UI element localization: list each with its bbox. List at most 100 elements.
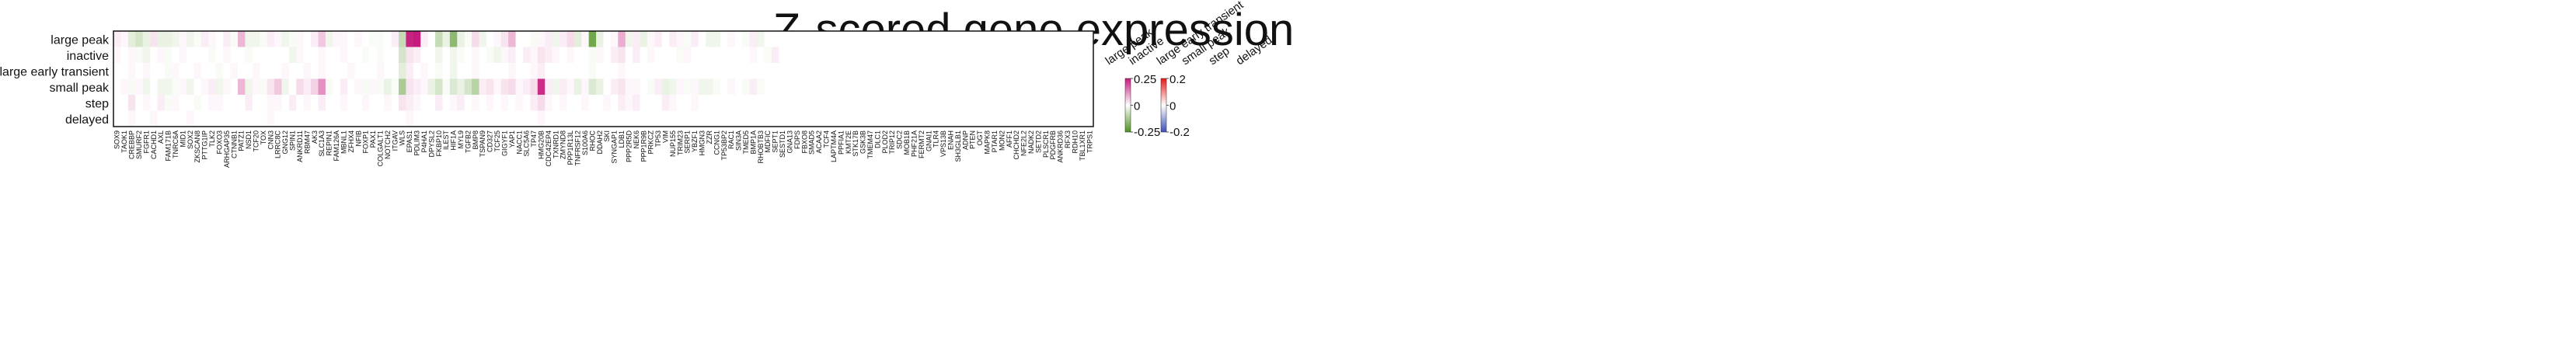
heatmap-cell <box>120 110 129 127</box>
heatmap-cell <box>566 95 575 111</box>
heatmap-cell <box>179 31 187 47</box>
heatmap-cell <box>969 31 978 47</box>
heatmap-cell <box>164 95 173 111</box>
heatmap-cell <box>296 110 305 127</box>
heatmap-cell <box>779 63 787 79</box>
heatmap-cell <box>903 63 912 79</box>
heatmap-cell <box>493 63 502 79</box>
heatmap-cell <box>522 47 531 64</box>
heatmap-cell <box>800 63 809 79</box>
heatmap-cell <box>193 95 202 111</box>
heatmap-cell <box>925 63 933 79</box>
heatmap-cell <box>983 31 992 47</box>
heatmap-cell <box>260 95 268 111</box>
heatmap-cell <box>1079 110 1087 127</box>
heatmap-cell <box>361 78 370 96</box>
heatmap-cell <box>150 110 159 127</box>
heatmap-cell <box>347 110 356 127</box>
heatmap-cell <box>771 31 779 47</box>
heatmap-cell <box>508 31 517 47</box>
heatmap-cell <box>661 63 670 79</box>
heatmap-cell <box>413 110 421 127</box>
heatmap-cell <box>918 31 926 47</box>
heatmap-cell <box>661 47 670 64</box>
heatmap-cell <box>764 47 772 64</box>
heatmap-cell <box>866 95 875 111</box>
heatmap-cell <box>303 95 312 111</box>
heatmap-cell <box>157 110 166 127</box>
heatmap-cell <box>288 31 297 47</box>
gene-label: MBNL1 <box>340 130 347 154</box>
heatmap-cell <box>325 78 333 96</box>
heatmap-cell <box>888 47 897 64</box>
heatmap-cell <box>1079 63 1087 79</box>
heatmap-cell <box>706 95 714 111</box>
heatmap-cell <box>318 110 326 127</box>
heatmap-cell <box>1042 47 1051 64</box>
heatmap-cell <box>983 78 992 96</box>
heatmap-cell <box>296 78 305 96</box>
heatmap-cell <box>852 63 860 79</box>
heatmap-cell <box>333 95 341 111</box>
heatmap-cell <box>859 95 867 111</box>
heatmap-cell <box>1049 110 1058 127</box>
gene-label: FOXO3 <box>215 130 223 155</box>
heatmap-cell <box>1006 95 1014 111</box>
heatmap-cell <box>537 110 546 127</box>
heatmap-cell <box>230 47 239 64</box>
heatmap-cell <box>522 78 531 96</box>
heatmap-cell <box>479 47 487 64</box>
heatmap-cell <box>991 31 999 47</box>
heatmap-cell <box>252 63 260 79</box>
heatmap-cell <box>311 110 319 127</box>
heatmap-cell <box>318 78 326 96</box>
heatmap-cell <box>1064 78 1072 96</box>
gene-label: DLC1 <box>873 130 881 148</box>
heatmap-cell <box>596 110 605 127</box>
heatmap-cell <box>500 63 509 79</box>
heatmap-cell <box>545 63 553 79</box>
heatmap-cell <box>946 110 955 127</box>
heatmap-cell <box>427 47 436 64</box>
heatmap-cell <box>237 110 246 127</box>
heatmap-cell <box>230 110 239 127</box>
heatmap-cell <box>1042 31 1051 47</box>
heatmap-cell <box>522 31 531 47</box>
gene-label: DDAH2 <box>596 130 604 155</box>
heatmap-cell <box>1006 78 1014 96</box>
heatmap-cell <box>559 95 568 111</box>
heatmap-cell <box>135 47 144 64</box>
heatmap-cell <box>822 110 831 127</box>
heatmap-cell <box>566 110 575 127</box>
heatmap-cell <box>457 47 465 64</box>
gene-label: RHOC <box>588 130 596 151</box>
heatmap-cell <box>288 78 297 96</box>
heatmap-cell <box>479 78 487 96</box>
gene-label: PAX1 <box>369 130 377 148</box>
heatmap-cell <box>581 63 590 79</box>
gene-label: HIF1A <box>450 130 458 151</box>
heatmap-cell <box>493 31 502 47</box>
gene-label: CTNNB1 <box>230 130 238 158</box>
heatmap-cell <box>684 78 692 96</box>
heatmap-cell <box>859 31 867 47</box>
heatmap-cell <box>800 78 809 96</box>
heatmap-cell <box>852 95 860 111</box>
heatmap-cell <box>983 95 992 111</box>
heatmap-cell <box>1027 63 1036 79</box>
heatmap-cell <box>559 63 568 79</box>
heatmap-cell <box>340 63 348 79</box>
heatmap-cell <box>720 95 729 111</box>
heatmap-cell <box>267 47 275 64</box>
heatmap-cell <box>1071 47 1079 64</box>
heatmap-cell <box>142 95 151 111</box>
heatmap-cell <box>727 63 736 79</box>
gene-label: NUP155 <box>669 130 677 157</box>
heatmap-cell <box>113 31 122 47</box>
heatmap-cell <box>910 78 919 96</box>
heatmap-cell <box>845 95 853 111</box>
heatmap-cell <box>135 110 144 127</box>
gene-label: MID1 <box>179 130 186 148</box>
heatmap-cell <box>200 47 209 64</box>
heatmap-cell <box>384 47 392 64</box>
